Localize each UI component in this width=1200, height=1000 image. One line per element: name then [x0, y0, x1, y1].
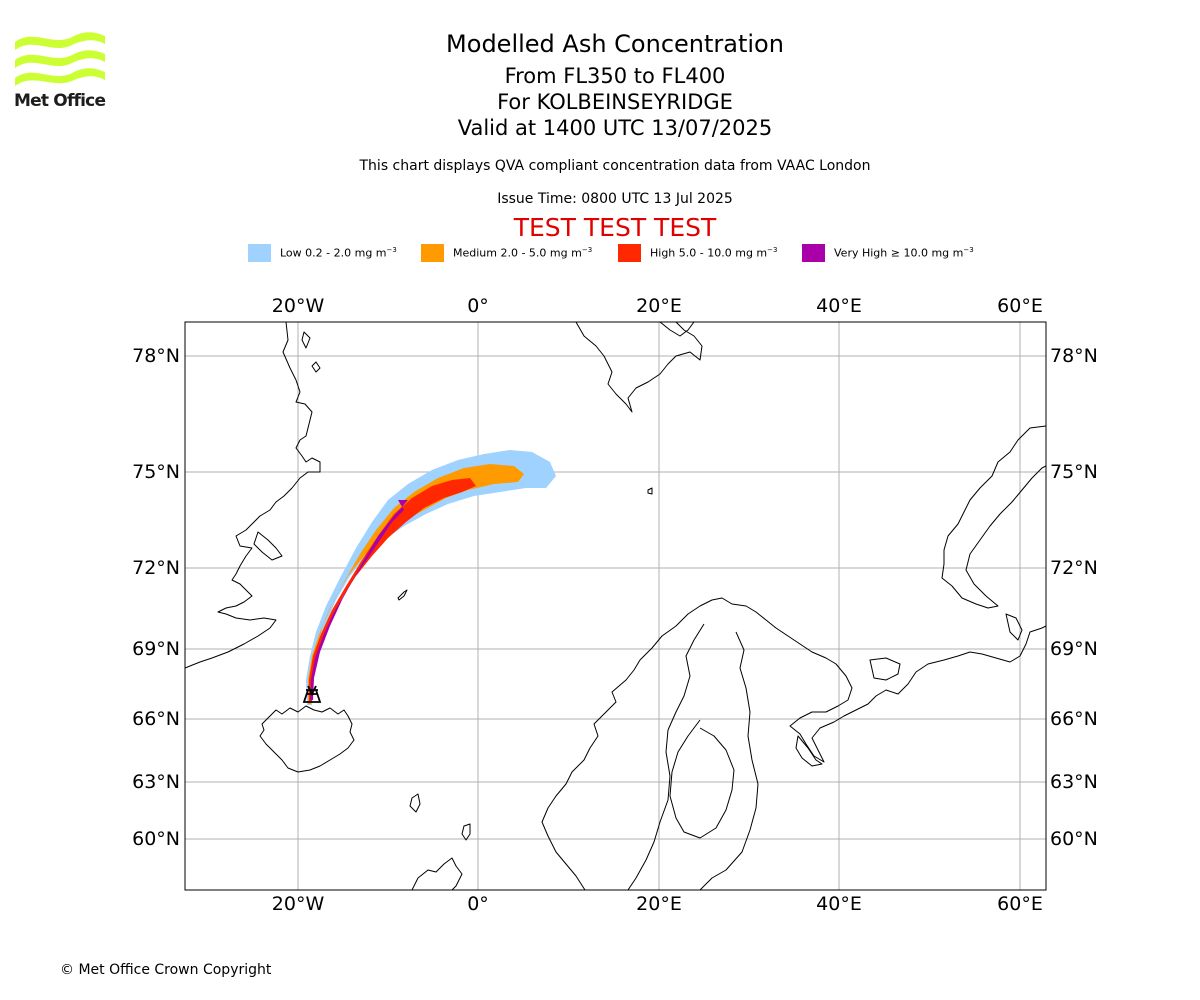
bear-island	[647, 487, 653, 495]
lat-label-right: 63°N	[1050, 771, 1098, 793]
jan-mayen	[397, 589, 408, 601]
lat-label-left: 75°N	[132, 461, 180, 483]
greenland-island-1	[311, 361, 321, 373]
lat-label-right: 72°N	[1050, 557, 1098, 579]
legend-label-high: High 5.0 - 10.0 mg m−3	[650, 246, 778, 260]
lat-labels-left: 78°N 75°N 72°N 69°N 66°N 63°N 60°N	[132, 345, 180, 850]
legend-item-very-high: Very High ≥ 10.0 mg m−3	[802, 243, 974, 263]
map-frame	[184, 321, 1047, 891]
valid-time: Valid at 1400 UTC 13/07/2025	[457, 116, 773, 140]
lon-label-top: 60°E	[997, 295, 1043, 317]
faroe-islands	[409, 793, 421, 813]
legend-swatch-very-high	[802, 244, 825, 262]
flight-level-range: From FL350 to FL400	[504, 64, 726, 88]
shetland-islands	[461, 823, 471, 841]
lat-label-left: 60°N	[132, 828, 180, 850]
chart-title: Modelled Ash Concentration	[446, 30, 784, 58]
legend-swatch-high	[618, 244, 641, 262]
finland-sweden-border	[699, 631, 759, 890]
vaygach	[1005, 613, 1023, 641]
lon-label-bottom: 20°W	[272, 893, 325, 915]
lon-labels-top: 20°W 0° 20°E 40°E 60°E	[272, 295, 1043, 317]
scandinavia-coastline	[541, 597, 1046, 890]
met-office-waves-icon	[15, 32, 105, 86]
lat-label-left: 66°N	[132, 708, 180, 730]
legend-label-medium: Medium 2.0 - 5.0 mg m−3	[453, 246, 593, 260]
gulf-of-bothnia	[669, 719, 735, 839]
greenland-fjord	[253, 531, 283, 561]
lon-label-bottom: 20°E	[636, 893, 682, 915]
legend-item-low: Low 0.2 - 2.0 mg m−3	[248, 243, 397, 263]
lon-label-top: 20°W	[272, 295, 325, 317]
svalbard-coastline	[575, 322, 703, 413]
greenland-coastline	[185, 322, 321, 669]
legend-item-high: High 5.0 - 10.0 mg m−3	[618, 243, 777, 263]
met-office-logo-text: Met Office	[14, 91, 106, 111]
volcano-name: For KOLBEINSEYRIDGE	[497, 90, 733, 114]
lat-label-right: 60°N	[1050, 828, 1098, 850]
legend-swatch-medium	[421, 244, 444, 262]
lon-label-top: 40°E	[816, 295, 862, 317]
greenland-island-2	[301, 331, 311, 349]
norway-sweden-border	[627, 623, 705, 890]
iceland-coastline	[259, 705, 355, 773]
legend-label-low: Low 0.2 - 2.0 mg m−3	[280, 246, 397, 260]
lat-label-left: 72°N	[132, 557, 180, 579]
lon-label-top: 0°	[467, 295, 489, 317]
lat-label-left: 78°N	[132, 345, 180, 367]
lat-label-right: 66°N	[1050, 708, 1098, 730]
lat-label-right: 75°N	[1050, 461, 1098, 483]
lon-labels-bottom: 20°W 0° 20°E 40°E 60°E	[272, 893, 1043, 915]
lon-label-top: 20°E	[636, 295, 682, 317]
lon-label-bottom: 0°	[467, 893, 489, 915]
lat-label-left: 69°N	[132, 638, 180, 660]
lat-labels-right: 78°N 75°N 72°N 69°N 66°N 63°N 60°N	[1050, 345, 1098, 850]
ash-plume-high	[309, 478, 476, 702]
issue-time: Issue Time: 0800 UTC 13 Jul 2025	[497, 191, 733, 207]
lon-label-bottom: 40°E	[816, 893, 862, 915]
map-gridlines	[185, 322, 1046, 890]
legend-swatch-low	[248, 244, 271, 262]
lat-label-left: 63°N	[132, 771, 180, 793]
volcano-marker-icon	[302, 685, 322, 703]
svalbard-island	[659, 322, 695, 337]
test-banner: TEST TEST TEST	[513, 213, 717, 242]
uk-coast	[411, 857, 463, 890]
white-sea	[795, 735, 823, 767]
met-office-logo: Met Office	[14, 30, 109, 112]
lat-label-right: 69°N	[1050, 638, 1098, 660]
novaya-zemlya	[941, 425, 1046, 609]
compliance-note: This chart displays QVA compliant concen…	[359, 158, 871, 174]
ash-plume	[306, 450, 556, 705]
copyright-notice: © Met Office Crown Copyright	[60, 962, 272, 978]
lon-label-bottom: 60°E	[997, 893, 1043, 915]
legend-item-medium: Medium 2.0 - 5.0 mg m−3	[421, 243, 592, 263]
kola-peninsula	[869, 657, 901, 681]
lat-label-right: 78°N	[1050, 345, 1098, 367]
legend-label-very-high: Very High ≥ 10.0 mg m−3	[834, 246, 974, 260]
